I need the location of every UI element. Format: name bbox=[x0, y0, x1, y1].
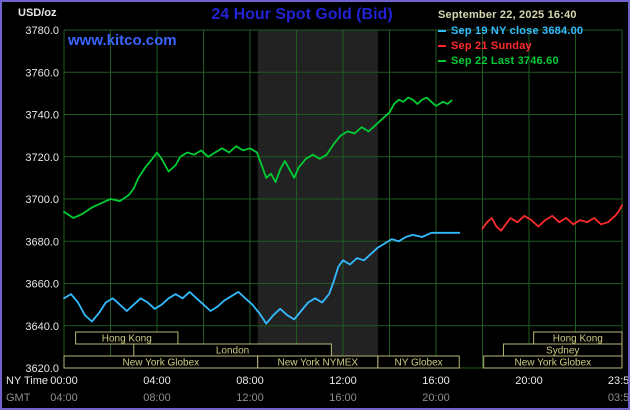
series-line-sep21 bbox=[481, 204, 623, 232]
x-tick-ny: 20:00 bbox=[515, 375, 543, 387]
y-tick-label: 3740.0 bbox=[25, 110, 59, 122]
y-tick-label: 3700.0 bbox=[25, 194, 59, 206]
x-tick-ny: 08:00 bbox=[236, 375, 264, 387]
session-label: New York Globex bbox=[122, 358, 199, 369]
x-tick-gmt: 03:59 bbox=[608, 392, 630, 404]
session-label: London bbox=[216, 346, 249, 357]
header-right: September 22, 2025 16:40 Sep 19 NY close… bbox=[438, 9, 583, 70]
legend-item-sep19: Sep 19 NY close 3684.00 bbox=[438, 25, 583, 37]
legend: Sep 19 NY close 3684.00 Sep 21 Sunday Se… bbox=[438, 25, 583, 67]
session-box bbox=[75, 331, 179, 345]
x-tick-gmt: 16:00 bbox=[329, 392, 357, 404]
session-label: Hong Kong bbox=[553, 334, 603, 345]
legend-label: Sep 19 NY close 3684.00 bbox=[451, 25, 584, 37]
series-line-sep19 bbox=[63, 231, 461, 325]
y-tick-label: 3720.0 bbox=[25, 152, 59, 164]
x-tick-ny: 00:00 bbox=[50, 375, 78, 387]
y-tick-label: 3760.0 bbox=[25, 67, 59, 79]
legend-line-swatch bbox=[438, 60, 446, 62]
x-tick-ny: 12:00 bbox=[329, 375, 357, 387]
y-tick-label: 3620.0 bbox=[25, 363, 59, 375]
session-box bbox=[377, 355, 460, 369]
kitco-link[interactable]: www.kitco.com bbox=[68, 32, 177, 49]
datetime-label: September 22, 2025 16:40 bbox=[438, 9, 577, 21]
legend-item-sep21: Sep 21 Sunday bbox=[438, 40, 583, 52]
legend-line-swatch bbox=[438, 45, 446, 47]
x-tick-gmt: 08:00 bbox=[143, 392, 171, 404]
gmt-axis-label: GMT bbox=[6, 392, 31, 404]
x-tick-ny: 16:00 bbox=[422, 375, 450, 387]
x-tick-gmt: 12:00 bbox=[236, 392, 264, 404]
legend-item-sep22: Sep 22 Last 3746.60 bbox=[438, 55, 583, 67]
y-tick-label: 3660.0 bbox=[25, 279, 59, 291]
series-line-sep22 bbox=[63, 96, 453, 219]
legend-label: Sep 21 Sunday bbox=[451, 40, 532, 52]
units-label: USD/oz bbox=[18, 7, 57, 19]
session-box bbox=[483, 355, 623, 369]
x-tick-ny: 04:00 bbox=[143, 375, 171, 387]
x-tick-ny: 23:59 bbox=[608, 375, 630, 387]
session-label: New York NYMEX bbox=[277, 358, 358, 369]
x-tick-gmt: 04:00 bbox=[50, 392, 78, 404]
session-label: New York Globex bbox=[514, 358, 591, 369]
ny-time-axis-label: NY Time bbox=[6, 375, 48, 387]
session-label: Hong Kong bbox=[102, 334, 152, 345]
session-label: Sydney bbox=[546, 346, 579, 357]
y-tick-label: 3640.0 bbox=[25, 321, 59, 333]
y-tick-label: 3680.0 bbox=[25, 236, 59, 248]
x-tick-gmt: 20:00 bbox=[422, 392, 450, 404]
y-tick-label: 3780.0 bbox=[25, 25, 59, 37]
legend-line-swatch bbox=[438, 30, 446, 32]
legend-label: Sep 22 Last 3746.60 bbox=[451, 55, 559, 67]
chart-title: 24 Hour Spot Gold (Bid) bbox=[211, 6, 393, 23]
session-label: NY Globex bbox=[394, 358, 442, 369]
